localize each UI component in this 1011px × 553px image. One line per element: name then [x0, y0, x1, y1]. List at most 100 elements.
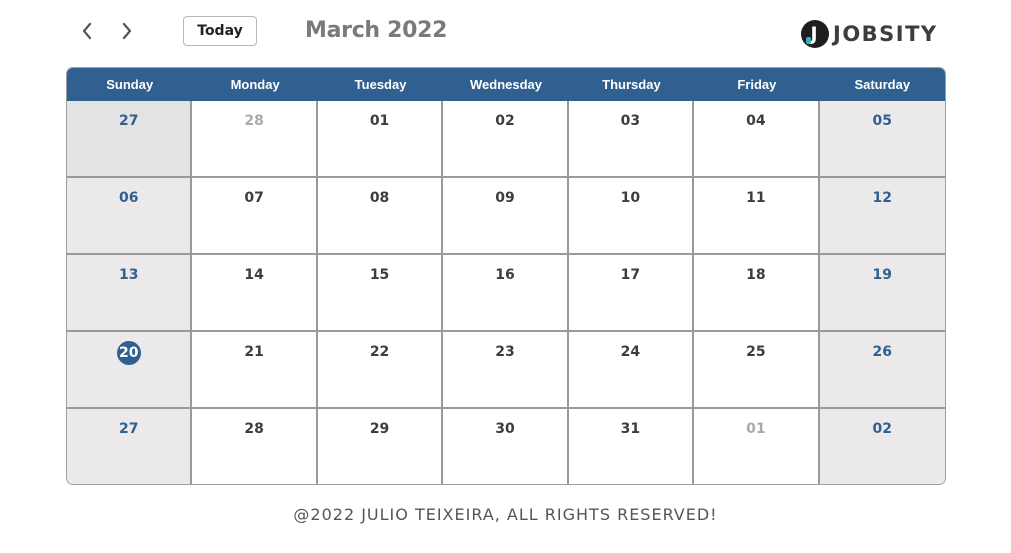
day-cell[interactable]: 18: [694, 255, 820, 332]
calendar-grid: 27 28 01 02 03 04 05 06 07 08 09 10 11 12 13 14 15 16 17 18…: [67, 101, 945, 484]
day-cell[interactable]: 14: [192, 255, 318, 332]
day-number-text: 30: [495, 421, 515, 437]
day-number: 27: [67, 421, 190, 437]
day-number-text: 01: [746, 421, 766, 437]
today-day-number: 20: [67, 341, 190, 365]
day-cell[interactable]: 08: [317, 178, 444, 255]
chevron-left-icon: [82, 22, 92, 40]
day-cell[interactable]: 05: [819, 101, 945, 178]
day-cell[interactable]: 09: [443, 178, 569, 255]
day-number-text: 04: [746, 113, 766, 129]
day-number-text: 03: [620, 113, 641, 129]
day-number-text: 18: [746, 267, 766, 283]
day-number-text: 28: [244, 113, 264, 129]
day-cell[interactable]: 13: [67, 255, 193, 332]
day-number: 04: [694, 113, 817, 129]
day-number: 19: [820, 267, 945, 283]
weekday-header-row: Sunday Monday Tuesday Wednesday Thursday Frid…: [67, 68, 945, 101]
day-number: 07: [192, 190, 315, 206]
day-number-text: 02: [872, 421, 893, 437]
weekday-header-thursday: Thursday: [602, 77, 661, 92]
day-cell[interactable]: 20: [67, 332, 193, 409]
day-number: 21: [192, 344, 315, 360]
day-number: 11: [694, 190, 817, 206]
day-number: 28: [192, 113, 315, 129]
day-number: 01: [318, 113, 441, 129]
day-number-text: 26: [872, 344, 893, 360]
day-cell[interactable]: 27: [67, 101, 193, 178]
day-cell[interactable]: 02: [443, 101, 569, 178]
day-number-text: 31: [620, 421, 641, 437]
day-number-text: 01: [369, 113, 390, 129]
logo-initial: J: [810, 22, 818, 45]
day-cell[interactable]: 22: [317, 332, 444, 409]
day-number-text: 28: [244, 421, 264, 437]
day-cell[interactable]: 31: [568, 409, 695, 484]
day-number: 18: [694, 267, 817, 283]
day-cell[interactable]: 01: [317, 101, 444, 178]
day-cell[interactable]: 02: [819, 409, 945, 484]
day-number: 31: [569, 421, 692, 437]
day-cell[interactable]: 26: [819, 332, 945, 409]
day-number-text: 19: [872, 267, 893, 283]
day-cell[interactable]: 19: [819, 255, 945, 332]
day-number-text: 27: [118, 421, 139, 437]
day-number: 13: [67, 267, 190, 283]
day-cell[interactable]: 28: [192, 409, 318, 484]
day-number-text: 14: [244, 267, 264, 283]
day-number: 24: [569, 344, 692, 360]
day-number: 28: [192, 421, 315, 437]
day-cell[interactable]: 28: [192, 101, 318, 178]
day-number-text: 13: [118, 267, 139, 283]
day-cell[interactable]: 01: [694, 409, 820, 484]
day-cell[interactable]: 03: [568, 101, 695, 178]
day-number-text: 17: [620, 267, 641, 283]
day-number-text: 15: [369, 267, 390, 283]
day-number: 06: [67, 190, 190, 206]
day-number-text: 16: [495, 267, 515, 283]
day-cell[interactable]: 17: [568, 255, 695, 332]
day-number: 03: [569, 113, 692, 129]
day-number: 01: [694, 421, 817, 437]
day-number-text: 21: [244, 344, 264, 360]
weekday-header-wednesday: Wednesday: [469, 77, 542, 92]
day-cell[interactable]: 04: [694, 101, 820, 178]
weekday-header-monday: Monday: [230, 77, 280, 92]
day-cell[interactable]: 21: [192, 332, 318, 409]
day-number-text: 20: [116, 341, 141, 365]
day-number: 29: [318, 421, 441, 437]
prev-month-button[interactable]: [74, 18, 100, 44]
today-button[interactable]: Today: [183, 16, 257, 46]
day-cell[interactable]: 10: [568, 178, 695, 255]
day-cell[interactable]: 25: [694, 332, 820, 409]
day-number: 05: [820, 113, 945, 129]
day-cell[interactable]: 27: [67, 409, 193, 484]
day-number: 10: [569, 190, 692, 206]
day-cell[interactable]: 29: [317, 409, 444, 484]
day-cell[interactable]: 24: [568, 332, 695, 409]
day-cell[interactable]: 06: [67, 178, 193, 255]
day-number-text: 05: [872, 113, 893, 129]
next-month-button[interactable]: [114, 18, 140, 44]
day-number-text: 07: [244, 190, 264, 206]
day-number-text: 11: [746, 190, 766, 206]
day-cell[interactable]: 11: [694, 178, 820, 255]
footer-copyright: @2022 JULIO TEIXEIRA, ALL RIGHTS RESERVE…: [293, 505, 718, 524]
day-cell[interactable]: 16: [443, 255, 569, 332]
logo-mark-icon: J: [801, 20, 829, 48]
logo-text: JOBSITY: [833, 22, 938, 46]
day-number-text: 24: [620, 344, 641, 360]
chevron-right-icon: [122, 22, 132, 40]
day-number: 16: [443, 267, 566, 283]
weekday-header-friday: Friday: [737, 77, 777, 92]
jobsity-logo: J JOBSITY: [801, 20, 938, 48]
day-cell[interactable]: 23: [443, 332, 569, 409]
day-cell[interactable]: 07: [192, 178, 318, 255]
day-number-text: 23: [495, 344, 515, 360]
day-cell[interactable]: 15: [317, 255, 444, 332]
day-number-text: 08: [369, 190, 390, 206]
day-cell[interactable]: 12: [819, 178, 945, 255]
day-number: 14: [192, 267, 315, 283]
day-cell[interactable]: 30: [443, 409, 569, 484]
day-number: 30: [443, 421, 566, 437]
